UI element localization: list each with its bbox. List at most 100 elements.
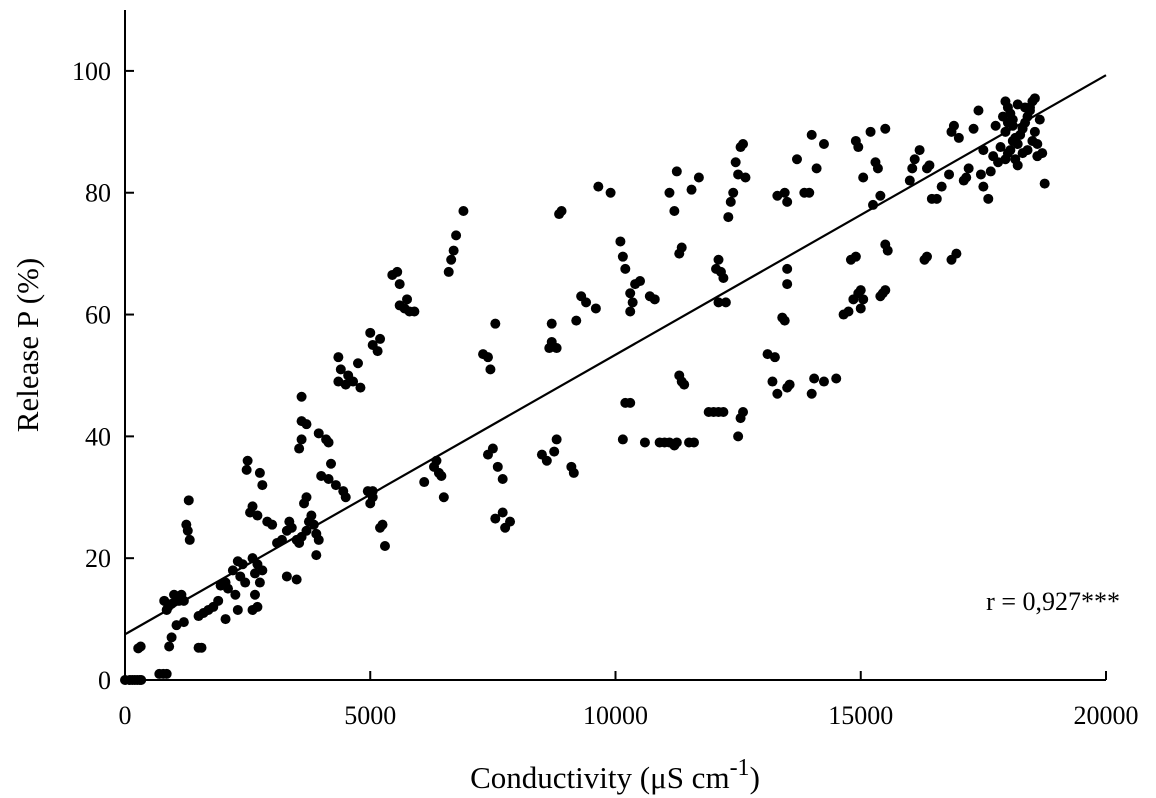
data-point	[1039, 178, 1050, 189]
data-point	[831, 373, 842, 384]
data-point	[571, 315, 582, 326]
data-point	[740, 172, 751, 183]
data-point	[850, 251, 861, 262]
data-point	[782, 196, 793, 207]
data-point	[865, 126, 876, 137]
data-point	[551, 434, 562, 445]
data-point	[725, 196, 736, 207]
data-point	[809, 373, 820, 384]
data-point	[693, 172, 704, 183]
y-tick-label: 80	[85, 179, 111, 208]
data-point	[178, 617, 189, 628]
data-point	[973, 105, 984, 116]
data-point	[135, 641, 146, 652]
data-point	[136, 675, 147, 685]
x-tick-label: 5000	[344, 701, 396, 730]
data-point	[375, 333, 386, 344]
data-point	[593, 181, 604, 192]
data-point	[615, 236, 626, 247]
data-point	[323, 474, 334, 484]
x-tick-label: 0	[119, 701, 132, 730]
data-point	[267, 519, 278, 530]
data-point	[728, 187, 739, 198]
data-point	[541, 455, 552, 466]
axes	[124, 10, 1106, 681]
data-point	[240, 577, 251, 588]
data-point	[961, 172, 972, 183]
data-point	[365, 327, 376, 338]
data-point	[818, 376, 829, 387]
data-point	[872, 163, 883, 174]
data-point	[853, 142, 864, 153]
data-point	[804, 187, 815, 198]
data-point	[733, 431, 744, 442]
data-point	[769, 352, 780, 363]
ticks: 0 20 40 60 80 100 0 5000 10000 15000 20000	[72, 57, 1139, 730]
data-point	[1037, 148, 1048, 159]
data-point	[291, 574, 302, 585]
data-point	[671, 437, 682, 448]
data-point	[492, 461, 503, 472]
data-point	[438, 492, 449, 503]
data-point	[443, 266, 454, 277]
data-point	[936, 181, 947, 192]
data-point	[975, 169, 986, 180]
data-point	[546, 318, 557, 329]
data-point	[340, 379, 351, 390]
data-point	[1024, 105, 1035, 116]
data-point	[301, 492, 312, 503]
correlation-annotation: r = 0,927***	[986, 587, 1120, 616]
data-points	[120, 93, 1050, 685]
data-point	[372, 346, 383, 357]
data-point	[963, 163, 974, 174]
data-point	[183, 495, 194, 506]
data-point	[625, 288, 636, 299]
x-tick-label: 15000	[828, 701, 893, 730]
data-point	[335, 364, 346, 375]
data-point	[352, 358, 363, 369]
data-point	[1005, 145, 1016, 156]
data-point	[482, 352, 493, 363]
data-point	[581, 297, 592, 308]
data-point	[257, 565, 268, 576]
data-point	[301, 419, 312, 430]
data-point	[625, 306, 636, 317]
data-point	[355, 382, 366, 393]
data-point	[1022, 145, 1033, 156]
data-point	[713, 254, 724, 265]
data-point	[448, 245, 459, 256]
data-point	[196, 642, 207, 653]
data-point	[875, 190, 886, 201]
data-point	[718, 407, 729, 417]
data-point	[490, 318, 501, 329]
data-point	[625, 397, 636, 408]
data-point	[182, 525, 193, 536]
data-point	[1029, 93, 1040, 104]
data-point	[818, 139, 829, 149]
data-point	[487, 443, 498, 454]
data-point	[767, 376, 778, 387]
data-point	[333, 352, 344, 363]
data-point	[779, 315, 790, 326]
regression-line	[124, 74, 1107, 636]
data-point	[230, 589, 241, 600]
data-point	[377, 519, 388, 530]
data-point	[779, 187, 790, 198]
data-point	[931, 193, 942, 204]
data-point	[326, 458, 337, 469]
data-point	[944, 169, 955, 180]
data-point	[497, 507, 508, 518]
data-point	[679, 379, 690, 390]
x-tick-label: 10000	[583, 701, 648, 730]
data-point	[551, 343, 562, 354]
data-point	[617, 251, 628, 262]
x-tick-label: 20000	[1074, 701, 1139, 730]
data-point	[978, 181, 989, 192]
data-point	[676, 242, 687, 253]
data-point	[730, 157, 741, 168]
data-point	[882, 245, 893, 256]
data-point	[983, 193, 994, 204]
data-point	[323, 437, 334, 448]
data-point	[568, 467, 579, 478]
data-point	[713, 297, 724, 308]
